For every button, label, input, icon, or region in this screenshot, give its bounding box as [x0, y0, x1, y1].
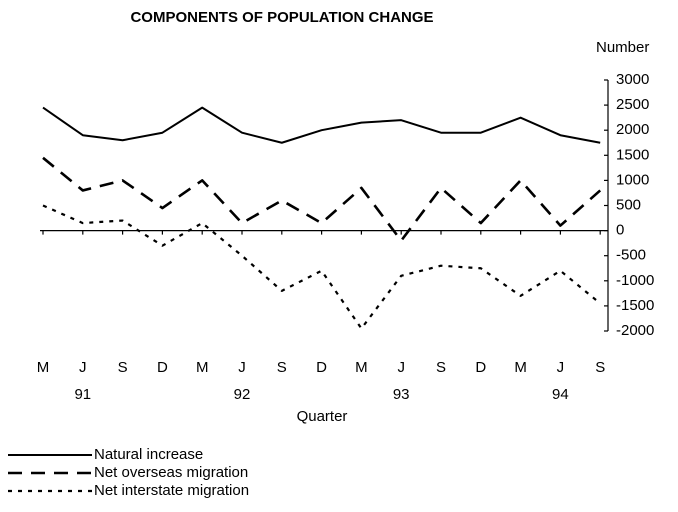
y-axis-label: Number [596, 39, 649, 56]
x-tick-label: S [436, 359, 446, 376]
x-tick-label: S [595, 359, 605, 376]
y-tick-label: 2000 [616, 121, 649, 138]
x-tick-label: S [118, 359, 128, 376]
legend-label: Natural increase [94, 446, 203, 463]
y-tick-label: 3000 [616, 71, 649, 88]
y-tick-label: -1000 [616, 272, 654, 289]
x-tick-label: D [475, 359, 486, 376]
x-tick-label: J [238, 359, 246, 376]
series-line [42, 156, 602, 242]
year-label: 92 [234, 386, 251, 403]
y-tick-label: 1000 [616, 171, 649, 188]
x-tick-label: S [277, 359, 287, 376]
y-tick-label: 500 [616, 196, 641, 213]
year-label: 93 [393, 386, 410, 403]
year-label: 94 [552, 386, 569, 403]
series-line [42, 204, 601, 330]
x-tick-label: M [355, 359, 368, 376]
chart-title: COMPONENTS OF POPULATION CHANGE [130, 9, 433, 26]
series-line [42, 106, 601, 144]
x-tick-label: M [37, 359, 50, 376]
year-label: 91 [74, 386, 91, 403]
y-tick-label: -1500 [616, 297, 654, 314]
y-tick-label: -500 [616, 247, 646, 264]
y-tick-label: 0 [616, 222, 624, 239]
x-tick-label: M [514, 359, 527, 376]
x-tick-label: J [397, 359, 405, 376]
x-tick-label: D [157, 359, 168, 376]
x-tick-label: J [79, 359, 87, 376]
y-tick-label: 1500 [616, 146, 649, 163]
legend-label: Net overseas migration [94, 464, 248, 481]
legend-label: Net interstate migration [94, 482, 249, 499]
x-tick-label: J [557, 359, 565, 376]
x-axis-label: Quarter [297, 408, 348, 425]
x-tick-label: D [316, 359, 327, 376]
y-tick-label: 2500 [616, 96, 649, 113]
y-tick-label: -2000 [616, 322, 654, 339]
x-tick-label: M [196, 359, 209, 376]
